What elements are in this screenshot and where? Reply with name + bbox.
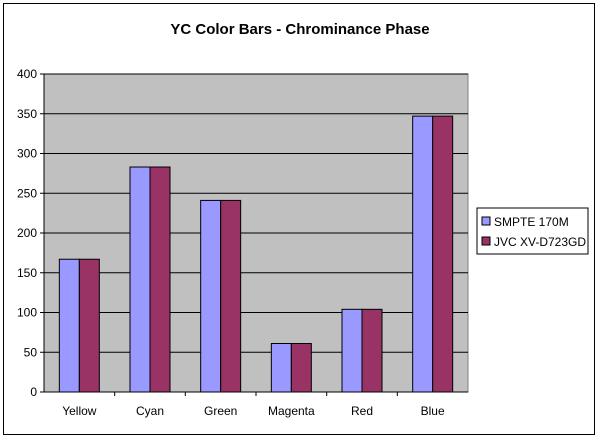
y-tick-label: 0 — [30, 385, 37, 399]
x-tick-label: Yellow — [62, 404, 97, 418]
x-tick-label: Blue — [421, 404, 445, 418]
x-axis: Yellow Cyan Green Magenta Red Blue — [44, 391, 468, 418]
y-tick-label: 200 — [17, 226, 37, 240]
legend-label: SMPTE 170M — [494, 215, 569, 229]
y-tick-label: 150 — [17, 266, 37, 280]
legend-swatch — [481, 216, 491, 226]
y-tick-label: 100 — [17, 306, 37, 320]
y-axis: 0 50 100 150 200 250 300 350 400 — [17, 67, 45, 399]
bar — [149, 166, 171, 393]
x-tick-label: Magenta — [268, 404, 315, 418]
y-tick-label: 250 — [17, 186, 37, 200]
legend-box — [476, 207, 589, 255]
y-tick-label: 50 — [24, 345, 38, 359]
legend-swatch — [481, 236, 491, 246]
bar — [361, 308, 383, 393]
x-tick-label: Green — [204, 404, 237, 418]
bar — [270, 343, 292, 393]
legend: SMPTE 170M JVC XV-D723GD — [476, 207, 589, 255]
bar — [78, 258, 100, 393]
bar — [200, 199, 222, 393]
bar — [129, 166, 151, 393]
x-tick-label: Cyan — [136, 404, 164, 418]
grid — [44, 73, 468, 353]
bar — [290, 343, 312, 393]
bar — [341, 308, 363, 393]
bar — [432, 115, 454, 393]
y-tick-label: 300 — [17, 147, 37, 161]
y-tick-label: 350 — [17, 107, 37, 121]
y-tick-label: 400 — [17, 67, 37, 81]
bars — [58, 115, 454, 393]
x-tick-label: Red — [351, 404, 373, 418]
bar — [412, 115, 434, 393]
bar — [220, 199, 242, 393]
chart-title: YC Color Bars - Chrominance Phase — [170, 21, 429, 38]
bar — [58, 258, 80, 393]
legend-label: JVC XV-D723GD — [494, 235, 586, 249]
